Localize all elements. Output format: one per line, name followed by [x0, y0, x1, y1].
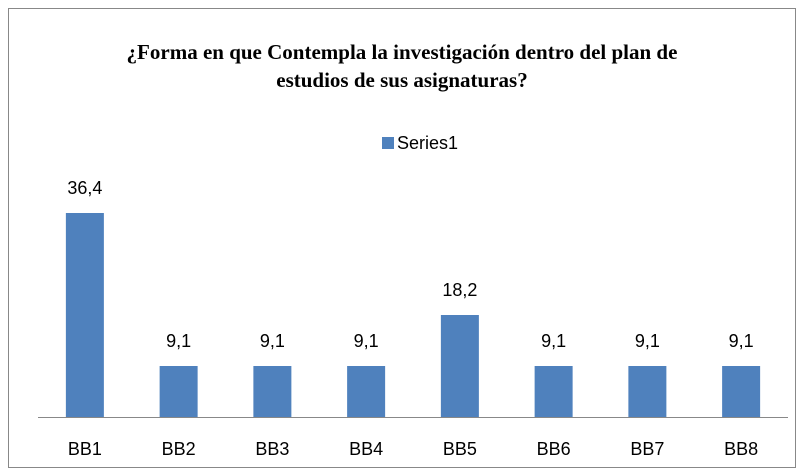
- data-label: 9,1: [354, 331, 379, 351]
- data-label: 36,4: [67, 178, 102, 198]
- x-tick-label: BB6: [537, 439, 571, 459]
- x-tick-label: BB3: [255, 439, 289, 459]
- data-label: 9,1: [541, 331, 566, 351]
- bar: [534, 366, 573, 417]
- bar: [628, 366, 667, 417]
- data-label: 9,1: [260, 331, 285, 351]
- x-tick-label: BB5: [443, 439, 477, 459]
- data-label: 9,1: [635, 331, 660, 351]
- legend-swatch: [382, 137, 394, 149]
- bar: [253, 366, 292, 417]
- data-label: 9,1: [166, 331, 191, 351]
- bar: [722, 366, 761, 417]
- data-label: 9,1: [729, 331, 754, 351]
- bar: [440, 315, 479, 417]
- data-label: 18,2: [442, 280, 477, 300]
- bar: [347, 366, 386, 417]
- x-tick-label: BB8: [724, 439, 758, 459]
- x-tick-label: BB2: [162, 439, 196, 459]
- chart-title: ¿Forma en que Contempla la investigación…: [126, 40, 678, 92]
- x-tick-label: BB4: [349, 439, 383, 459]
- x-tick-label: BB7: [630, 439, 664, 459]
- bar: [65, 213, 104, 417]
- bar: [159, 366, 198, 417]
- x-tick-label: BB1: [68, 439, 102, 459]
- legend-label: Series1: [397, 133, 458, 153]
